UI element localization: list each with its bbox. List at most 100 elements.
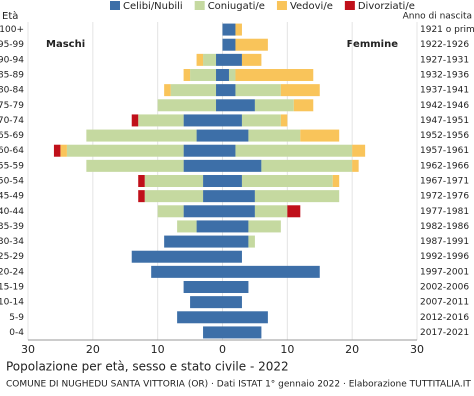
x-tick-label: 20: [345, 343, 359, 356]
right-label: Femmine: [347, 39, 399, 50]
bar-female: [254, 99, 294, 112]
x-tick-label: 30: [21, 343, 35, 356]
age-label: 50-54: [0, 177, 24, 187]
bar-male: [164, 84, 171, 97]
bar-female: [222, 296, 242, 309]
year-label: 1947-1951: [420, 116, 469, 126]
bar-male: [183, 144, 223, 157]
bar-female: [235, 144, 353, 157]
bar-female: [248, 220, 281, 233]
age-label: 85-89: [0, 71, 24, 81]
x-tick-label: 20: [86, 343, 100, 356]
bar-male: [138, 114, 184, 127]
bar-male: [144, 190, 204, 203]
bar-female: [235, 38, 268, 51]
bar-male: [216, 99, 223, 112]
age-label: 75-79: [0, 101, 24, 111]
year-label: 1987-1991: [420, 237, 469, 247]
bar-male: [144, 175, 204, 187]
bar-male: [66, 144, 184, 157]
bar-male: [53, 144, 61, 157]
year-label: 1967-1971: [420, 177, 469, 187]
x-tick-label: 30: [410, 343, 424, 356]
bar-male: [138, 190, 145, 203]
year-label: 2002-2006: [420, 283, 469, 293]
bar-female: [222, 326, 262, 339]
bar-female: [222, 190, 255, 203]
x-tick-label: 10: [280, 343, 294, 356]
bar-female: [222, 311, 268, 324]
age-label: 65-69: [0, 131, 24, 141]
bar-male: [216, 69, 223, 81]
bar-male: [183, 205, 223, 218]
bar-female: [222, 175, 242, 187]
x-tick-label: 0: [219, 343, 226, 356]
bar-female: [332, 175, 340, 187]
bar-female: [222, 220, 249, 233]
legend-label: Celibi/Nubili: [123, 1, 183, 12]
bar-male: [183, 159, 223, 172]
x-tick-label: 10: [151, 343, 165, 356]
bar-male: [157, 99, 217, 112]
right-axis-title: Anno di nascita: [403, 12, 472, 22]
bar-female: [222, 281, 249, 293]
bar-male: [203, 190, 223, 203]
age-label: 60-64: [0, 146, 24, 156]
year-label: 1927-1931: [420, 55, 469, 65]
bar-female: [248, 235, 255, 248]
bar-male: [190, 296, 223, 309]
chart-title: Popolazione per età, sesso e stato civil…: [6, 360, 289, 374]
bar-female: [235, 69, 314, 81]
bar-female: [222, 265, 320, 278]
year-label: 1962-1966: [420, 161, 469, 171]
bar-female: [280, 84, 320, 97]
bar-female: [235, 84, 281, 97]
bar-female: [248, 129, 301, 142]
bar-female: [235, 23, 242, 36]
bar-male: [216, 53, 223, 66]
bar-female: [254, 205, 288, 218]
bar-male: [216, 84, 223, 97]
age-label: 70-74: [0, 116, 24, 126]
bar-male: [60, 144, 67, 157]
age-label: 90-94: [0, 55, 24, 65]
age-label: 80-84: [0, 86, 24, 96]
year-label: 1957-1961: [420, 146, 469, 156]
bar-male: [131, 250, 223, 263]
bar-male: [196, 129, 223, 142]
bar-male: [203, 53, 217, 66]
bar-male: [190, 69, 217, 81]
year-label: 1972-1976: [420, 192, 469, 202]
age-label: 25-29: [0, 252, 24, 262]
legend-swatch: [194, 1, 205, 10]
bar-male: [86, 159, 184, 172]
age-label: 20-24: [0, 267, 24, 277]
year-label: 1932-1936: [420, 71, 469, 81]
bar-female: [222, 205, 255, 218]
bar-male: [177, 220, 197, 233]
year-label: 2017-2021: [420, 328, 469, 338]
bar-female: [241, 114, 281, 127]
bar-male: [86, 129, 197, 142]
bar-female: [222, 23, 236, 36]
bar-male: [177, 311, 223, 324]
left-axis-title: Età: [2, 10, 18, 22]
bar-male: [183, 114, 223, 127]
bar-male: [196, 53, 204, 66]
year-label: 1922-1926: [420, 40, 469, 50]
legend-label: Vedovi/e: [290, 1, 333, 12]
bar-female: [352, 144, 366, 157]
year-label: 2007-2011: [420, 298, 469, 308]
year-label: 1992-1996: [420, 252, 469, 262]
bar-female: [222, 53, 242, 66]
age-label: 0-4: [9, 328, 24, 338]
bar-male: [203, 326, 223, 339]
bar-female: [352, 159, 359, 172]
footer: COMUNE DI NUGHEDU SANTA VITTORIA (OR) · …: [6, 380, 471, 390]
year-label: 1942-1946: [420, 101, 469, 111]
bar-male: [183, 69, 191, 81]
bar-female: [222, 235, 249, 248]
bar-female: [254, 190, 340, 203]
bar-female: [241, 175, 333, 187]
